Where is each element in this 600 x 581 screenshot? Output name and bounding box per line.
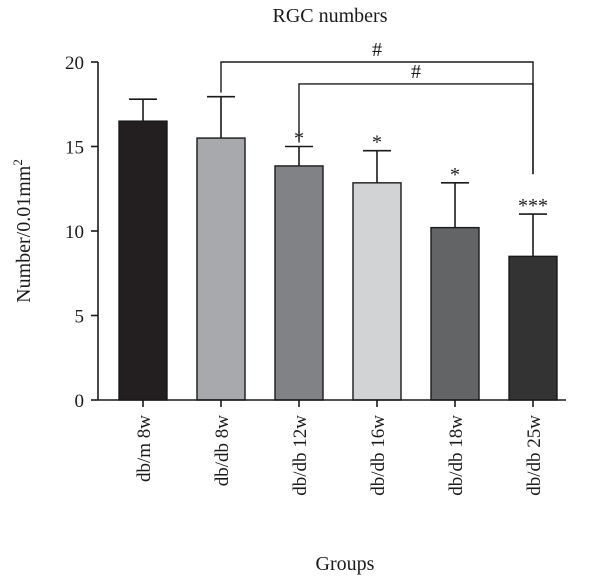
bar (196, 137, 246, 401)
significance-mark: *** (518, 195, 548, 217)
significance-brackets: ## (220, 39, 534, 175)
chart-title: RGC numbers (273, 5, 388, 27)
x-axis-title: Groups (316, 553, 375, 575)
x-ticks: db/m 8w db/db 8w db/db 12w db/db 16w db/db 1… (134, 400, 545, 496)
x-tick-label: db/db 12w (290, 415, 311, 496)
bracket-label: # (372, 39, 382, 61)
bar (118, 120, 168, 401)
x-tick-label: db/db 8w (212, 415, 233, 487)
x-tick-label: db/m 8w (134, 415, 155, 482)
y-tick-label: 10 (65, 222, 84, 243)
bar (508, 255, 558, 401)
y-axis-title-main: Number/0.01mm (13, 165, 35, 303)
y-tick-label: 20 (65, 53, 84, 74)
y-tick-label: 15 (65, 138, 84, 159)
bar (274, 165, 324, 401)
y-tick-label: 5 (75, 307, 85, 328)
significance-mark: * (372, 132, 382, 154)
y-axis-title-sup: 2 (10, 159, 25, 166)
significance-mark: * (450, 164, 460, 186)
y-axis-title: Number/0.01mm2 (10, 159, 35, 303)
x-tick-label: db/db 18w (446, 415, 467, 496)
significance-bracket (298, 83, 534, 175)
bar (352, 182, 402, 401)
x-tick-label: db/db 25w (524, 415, 545, 496)
bar (430, 226, 480, 401)
y-tick-label: 0 (75, 391, 85, 412)
bars: * ***** (118, 95, 558, 401)
bracket-label: # (411, 61, 421, 83)
axes (97, 62, 566, 401)
significance-mark: * (294, 128, 304, 150)
x-tick-label: db/db 16w (368, 415, 389, 496)
y-ticks: 0 5 10 15 20 (65, 53, 98, 412)
